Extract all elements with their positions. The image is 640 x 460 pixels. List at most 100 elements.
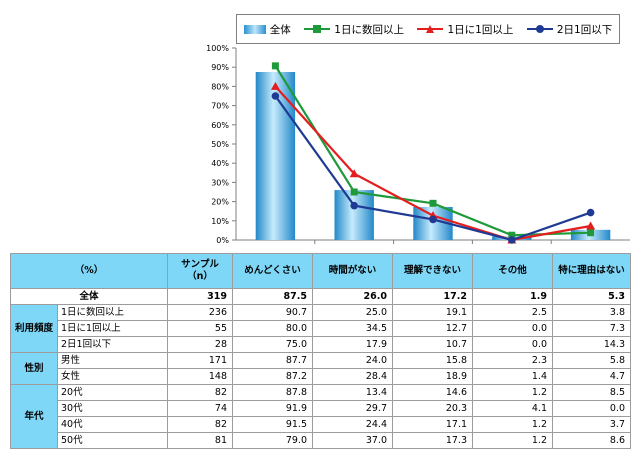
value-cell: 20.3 <box>392 400 473 417</box>
value-cell: 1.2 <box>472 432 553 449</box>
table-row: 30代 74 91.9 29.7 20.3 4.1 0.0 <box>11 400 631 417</box>
column-header: その他 <box>472 253 553 289</box>
point-marker <box>270 81 280 90</box>
point-marker <box>349 169 359 178</box>
value-cell: 79.0 <box>232 432 313 449</box>
sample-cell: 28 <box>167 336 233 353</box>
sample-cell: 236 <box>167 304 233 321</box>
value-cell: 19.1 <box>392 304 473 321</box>
legend-line-swatch <box>526 24 553 34</box>
point-marker <box>429 199 437 207</box>
column-header: 特に理由はない <box>552 253 631 289</box>
sample-cell: 74 <box>167 400 233 417</box>
row-label: 20代 <box>57 384 168 401</box>
table-row: 40代 82 91.5 24.4 17.1 1.2 3.7 <box>11 416 631 433</box>
y-tick-label: 80% <box>211 82 229 91</box>
data-table: （%） サンプル （n） めんどくさい 時間がない 理解できない その他 特に理… <box>10 253 631 449</box>
table-row: 50代 81 79.0 37.0 17.3 1.2 8.6 <box>11 432 631 449</box>
value-cell: 24.0 <box>312 352 393 369</box>
y-tick-label: 10% <box>211 217 229 226</box>
table-header-row: （%） サンプル （n） めんどくさい 時間がない 理解できない その他 特に理… <box>10 253 631 289</box>
value-cell: 37.0 <box>312 432 393 449</box>
value-cell: 29.7 <box>312 400 393 417</box>
legend-item-series-1: 1日に数回以上 <box>304 22 404 37</box>
value-cell: 87.2 <box>232 368 313 385</box>
point-marker <box>271 62 279 70</box>
legend-label: 全体 <box>269 23 291 36</box>
row-label: 男性 <box>57 352 168 369</box>
value-cell: 5.8 <box>552 352 631 369</box>
group-label: 利用頻度 <box>10 304 58 353</box>
value-cell: 17.3 <box>392 432 473 449</box>
value-cell: 1.2 <box>472 416 553 433</box>
legend-label: 1日に数回以上 <box>334 23 404 36</box>
value-cell: 91.5 <box>232 416 313 433</box>
sample-cell: 82 <box>167 416 233 433</box>
sample-header: サンプル （n） <box>167 253 233 289</box>
y-tick-label: 0% <box>216 236 229 245</box>
value-cell: 3.8 <box>552 304 631 321</box>
sample-cell: 319 <box>167 288 233 305</box>
sample-cell: 148 <box>167 368 233 385</box>
sample-cell: 82 <box>167 384 233 401</box>
table-row: 女性 148 87.2 28.4 18.9 1.4 4.7 <box>11 368 631 385</box>
legend-label: 1日に1回以上 <box>447 23 514 36</box>
table-row: 2日1回以下 28 75.0 17.9 10.7 0.0 14.3 <box>11 336 631 353</box>
value-cell: 17.1 <box>392 416 473 433</box>
table-row: 性別 男性 171 87.7 24.0 15.8 2.3 5.8 <box>10 352 631 385</box>
value-cell: 87.5 <box>232 288 313 305</box>
point-marker <box>508 236 516 244</box>
value-cell: 5.3 <box>552 288 631 305</box>
row-label: 1日に1回以上 <box>57 320 168 337</box>
legend-line-swatch <box>417 24 444 34</box>
legend-line-swatch <box>304 24 331 34</box>
table-row: 1日に1回以上 55 80.0 34.5 12.7 0.0 7.3 <box>11 320 631 337</box>
legend-item-bar: 全体 <box>243 22 291 37</box>
point-marker <box>271 92 280 100</box>
value-cell: 28.4 <box>312 368 393 385</box>
row-label: 女性 <box>57 368 168 385</box>
value-cell: 80.0 <box>232 320 313 337</box>
chart: 0% 10% 20% 30% 40% 50% 60% 70% 80% 90% 100% <box>206 44 630 245</box>
point-marker <box>350 188 358 196</box>
point-marker <box>586 221 596 230</box>
point-marker <box>587 229 595 237</box>
legend: 全体 1日に数回以上 1日に1回以上 2日1回以下 <box>236 14 620 44</box>
value-cell: 87.7 <box>232 352 313 369</box>
value-cell: 0.0 <box>472 336 553 353</box>
value-cell: 3.7 <box>552 416 631 433</box>
column-header: 理解できない <box>392 253 473 289</box>
value-cell: 15.8 <box>392 352 473 369</box>
y-tick-label: 100% <box>206 44 229 53</box>
value-cell: 0.0 <box>472 320 553 337</box>
point-marker <box>429 215 437 224</box>
column-header: 時間がない <box>312 253 393 289</box>
group-label: 年代 <box>10 384 58 449</box>
point-marker <box>586 208 595 217</box>
row-label: 1日に数回以上 <box>57 304 168 321</box>
value-cell: 14.6 <box>392 384 473 401</box>
sample-cell: 81 <box>167 432 233 449</box>
value-cell: 90.7 <box>232 304 313 321</box>
row-label: 全体 <box>10 288 168 305</box>
legend-label: 2日1回以下 <box>556 23 613 36</box>
value-cell: 7.3 <box>552 320 631 337</box>
value-cell: 0.0 <box>552 400 631 417</box>
value-cell: 1.2 <box>472 384 553 401</box>
value-cell: 8.6 <box>552 432 631 449</box>
legend-bar-swatch <box>243 24 266 34</box>
y-tick-label: 50% <box>211 140 229 149</box>
unit-header: （%） <box>10 253 168 289</box>
value-cell: 2.5 <box>472 304 553 321</box>
legend-item-series-2: 1日に1回以上 <box>417 22 513 37</box>
value-cell: 17.2 <box>392 288 473 305</box>
value-cell: 91.9 <box>232 400 313 417</box>
y-tick-label: 70% <box>211 102 229 111</box>
y-tick-label: 40% <box>211 159 229 168</box>
row-label: 40代 <box>57 416 168 433</box>
value-cell: 34.5 <box>312 320 393 337</box>
y-tick-label: 60% <box>211 121 229 130</box>
point-marker <box>508 231 516 239</box>
row-label: 50代 <box>57 432 168 449</box>
row-label: 2日1回以下 <box>57 336 168 353</box>
